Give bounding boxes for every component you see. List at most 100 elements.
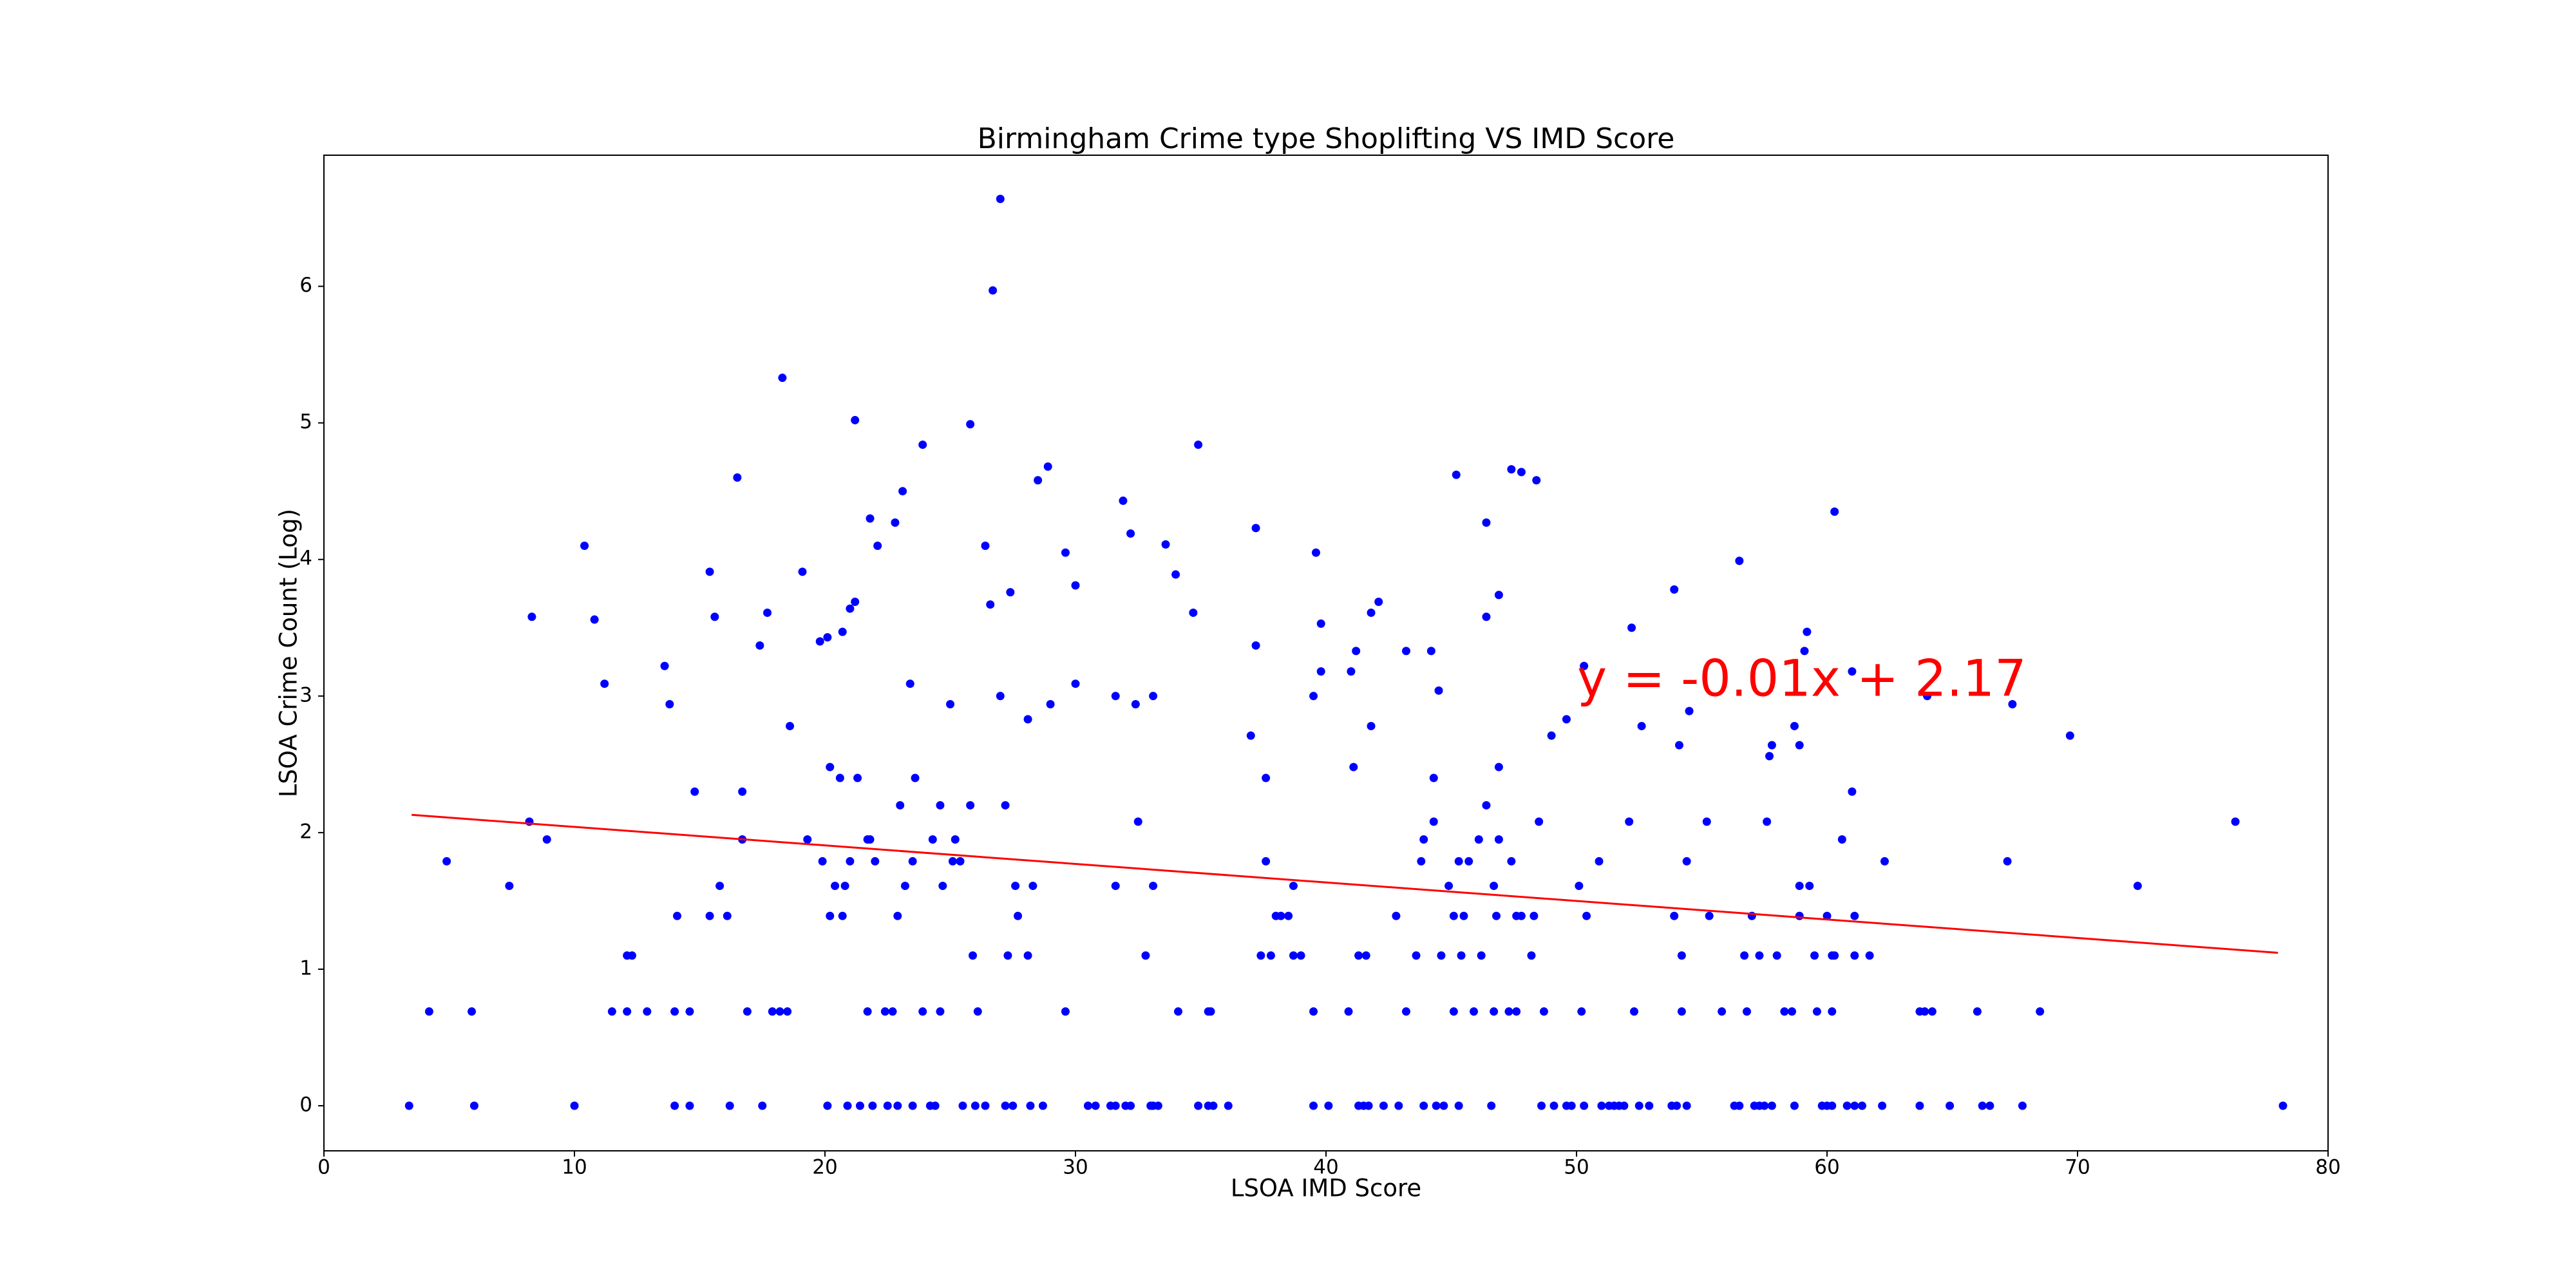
point [1527, 951, 1536, 960]
point [643, 1007, 652, 1016]
y-tick-label: 6 [299, 274, 312, 297]
point [778, 374, 787, 383]
point [1071, 679, 1080, 688]
y-tick-label: 2 [299, 820, 312, 843]
point [1828, 1007, 1837, 1016]
point [1535, 817, 1544, 826]
point [1289, 882, 1298, 891]
point [966, 420, 975, 429]
point [1153, 1101, 1162, 1110]
point [823, 1101, 832, 1110]
point [1504, 1007, 1513, 1016]
point [723, 911, 732, 920]
point [755, 641, 764, 650]
point [1194, 1101, 1203, 1110]
point [1262, 857, 1271, 866]
point [946, 700, 954, 709]
x-tick-label: 40 [1313, 1156, 1338, 1179]
point [880, 1007, 889, 1016]
point [2008, 700, 2017, 709]
point [1575, 882, 1584, 891]
point [685, 1007, 694, 1016]
point [1920, 1007, 1929, 1016]
point [1309, 1101, 1318, 1110]
point [1133, 817, 1142, 826]
point [1685, 706, 1694, 715]
point [542, 835, 551, 844]
point [1316, 619, 1325, 628]
point [1061, 548, 1070, 557]
point [738, 787, 747, 796]
point [600, 679, 609, 688]
point [1830, 951, 1839, 960]
point [1830, 507, 1839, 516]
point [1289, 951, 1298, 960]
point [1023, 715, 1032, 724]
y-tick-label: 1 [299, 956, 312, 980]
point [866, 514, 875, 523]
point [989, 286, 998, 295]
point [1530, 911, 1539, 920]
point [1006, 588, 1015, 597]
point [908, 1101, 917, 1110]
point [1582, 911, 1591, 920]
point [1028, 882, 1037, 891]
x-tick-label: 20 [812, 1156, 837, 1179]
point [1454, 1101, 1463, 1110]
point [1161, 540, 1170, 549]
point [1702, 817, 1711, 826]
point [1417, 857, 1426, 866]
point [1352, 647, 1361, 656]
point [1149, 692, 1158, 701]
point [1880, 857, 1889, 866]
point [1842, 1101, 1852, 1110]
point [1266, 951, 1275, 960]
point [1795, 911, 1804, 920]
point [918, 1007, 927, 1016]
point [1539, 1007, 1548, 1016]
point [1349, 762, 1358, 772]
point [1494, 835, 1503, 844]
point [863, 1007, 872, 1016]
point [1149, 882, 1158, 891]
point [469, 1101, 478, 1110]
point [665, 700, 674, 709]
point [404, 1101, 413, 1110]
point [1625, 817, 1634, 826]
point [1878, 1101, 1887, 1110]
point [840, 882, 849, 891]
point [1645, 1101, 1654, 1110]
point [1206, 1007, 1215, 1016]
point [851, 415, 860, 424]
point [1978, 1101, 1987, 1110]
point [1865, 951, 1874, 960]
point [733, 473, 742, 482]
point [1577, 1007, 1586, 1016]
point [763, 608, 772, 617]
point [1324, 1101, 1333, 1110]
point [1374, 597, 1383, 606]
point [969, 951, 978, 960]
point [705, 911, 714, 920]
point [768, 1007, 777, 1016]
point [2018, 1101, 2027, 1110]
point [1344, 1007, 1353, 1016]
point [1316, 667, 1325, 676]
point [936, 800, 945, 810]
point [1507, 465, 1516, 474]
point [1682, 857, 1691, 866]
point [1014, 911, 1023, 920]
point [1224, 1101, 1233, 1110]
point [775, 1007, 784, 1016]
point [1361, 951, 1370, 960]
point [627, 951, 636, 960]
point [2278, 1101, 2287, 1110]
point [1637, 721, 1646, 730]
point [1482, 518, 1491, 527]
y-axis-title: LSOA Crime Count (Log) [275, 509, 303, 797]
point [1537, 1101, 1546, 1110]
point [1760, 1101, 1769, 1110]
point [846, 604, 855, 613]
